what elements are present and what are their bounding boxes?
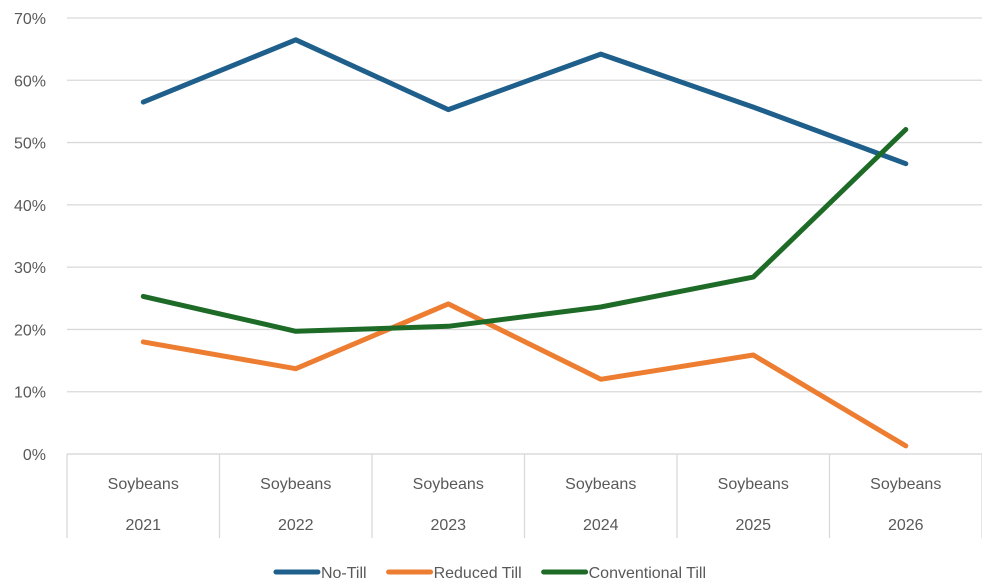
x-category-label-crop: Soybeans bbox=[260, 476, 331, 493]
y-tick-label: 30% bbox=[14, 260, 46, 277]
y-tick-label: 0% bbox=[23, 447, 46, 464]
x-category-label-crop: Soybeans bbox=[565, 476, 636, 493]
x-axis: Soybeans 2021 Soybeans 2022 Soybeans 2023 Soyb… bbox=[66, 453, 982, 538]
y-tick-label: 60% bbox=[14, 73, 46, 90]
series-line-conventional-till bbox=[140, 127, 909, 334]
y-tick-label: 40% bbox=[14, 198, 46, 215]
x-category-label-year: 2022 bbox=[278, 517, 314, 534]
x-category-label-year: 2023 bbox=[430, 517, 466, 534]
legend-label-no-till: No-Till bbox=[321, 565, 367, 582]
y-tick-label: 10% bbox=[14, 385, 46, 402]
legend: No-Till Reduced Till Conventional Till bbox=[273, 565, 706, 582]
x-category-label-crop: Soybeans bbox=[108, 476, 179, 493]
y-axis-tick-labels: 0% 10% 20% 30% 40% 50% 60% 70% bbox=[14, 11, 46, 464]
x-category-label-crop: Soybeans bbox=[413, 476, 484, 493]
y-tick-label: 70% bbox=[14, 11, 46, 28]
x-category-label-crop: Soybeans bbox=[718, 476, 789, 493]
legend-label-conventional-till: Conventional Till bbox=[589, 565, 706, 582]
x-category-label-year: 2026 bbox=[888, 517, 924, 534]
y-tick-label: 20% bbox=[14, 322, 46, 339]
series-line-no-till bbox=[140, 37, 909, 167]
legend-label-reduced-till: Reduced Till bbox=[434, 565, 522, 582]
series-lines bbox=[140, 37, 909, 449]
x-category-label-year: 2024 bbox=[583, 517, 619, 534]
x-category-label-crop: Soybeans bbox=[870, 476, 941, 493]
x-category-label-year: 2021 bbox=[125, 517, 161, 534]
series-line-reduced-till bbox=[140, 301, 909, 449]
y-tick-label: 50% bbox=[14, 136, 46, 153]
x-category-label-year: 2025 bbox=[735, 517, 771, 534]
gridlines bbox=[67, 17, 982, 455]
